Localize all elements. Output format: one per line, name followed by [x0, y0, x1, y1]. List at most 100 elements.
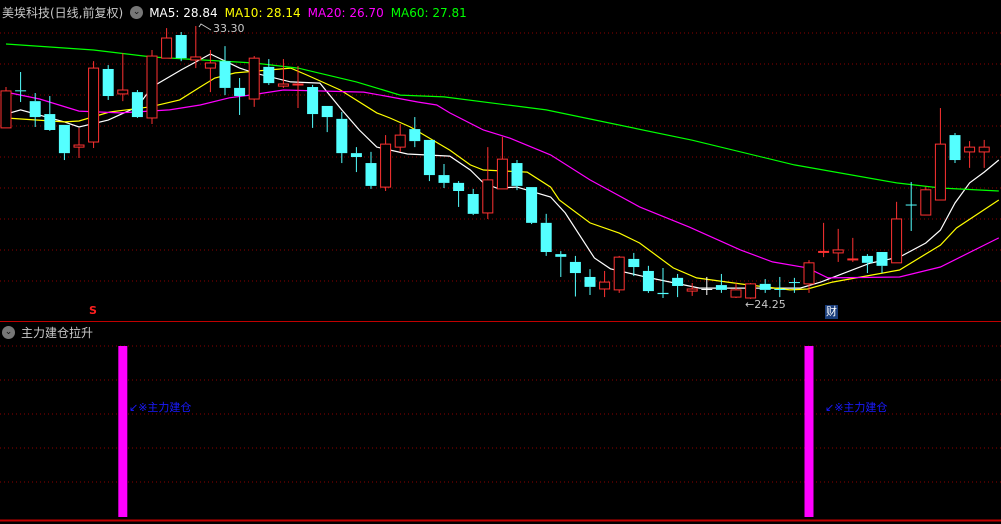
signal-label: ↙※主力建仓: [825, 401, 888, 414]
finance-badge[interactable]: 财: [825, 305, 838, 319]
candle-body: [730, 289, 742, 298]
candle-body: [540, 222, 552, 253]
candle: [131, 90, 143, 118]
candle-body: [672, 277, 684, 286]
candle: [263, 59, 275, 85]
candle-body: [336, 118, 348, 154]
candle: [336, 111, 348, 164]
candle-body: [788, 282, 800, 284]
candle-body: [380, 143, 392, 188]
candle: [555, 251, 567, 277]
candle-body: [978, 146, 990, 153]
candle: [0, 87, 12, 129]
candle: [920, 186, 932, 216]
candle: [146, 50, 158, 124]
candle: [599, 270, 611, 298]
candle-body: [584, 276, 596, 287]
candle-body: [0, 90, 12, 129]
candle-body: [292, 83, 304, 86]
candle: [190, 26, 202, 69]
high-pointer: [198, 23, 212, 31]
candle: [569, 255, 581, 297]
candle: [102, 65, 114, 100]
candle: [117, 53, 129, 102]
candle-body: [891, 218, 903, 264]
signal-bar: [804, 346, 814, 517]
low-price-label: ←24.25: [745, 298, 786, 311]
candle-body: [745, 283, 757, 299]
candle-body: [277, 83, 289, 87]
candle: [423, 139, 435, 182]
candle: [788, 277, 800, 293]
candle-body: [701, 288, 713, 290]
candle-body: [321, 105, 333, 118]
candle-body: [715, 285, 727, 290]
candle: [161, 28, 173, 59]
candle: [234, 77, 246, 115]
candle-body: [526, 187, 538, 223]
ma10-value: MA10: 28.14: [224, 5, 301, 20]
candle-body: [15, 90, 27, 92]
ma-line-ma20: [5, 89, 1000, 279]
candle-body: [263, 66, 275, 84]
candle: [44, 96, 56, 131]
candle-body: [394, 134, 406, 148]
chevron-down-icon[interactable]: ⌄: [2, 326, 15, 339]
candle-body: [599, 281, 611, 290]
candle: [511, 160, 523, 191]
candle: [321, 105, 333, 133]
candle: [949, 132, 961, 164]
candle-body: [146, 55, 158, 119]
candle: [847, 237, 859, 262]
candle-body: [686, 288, 698, 292]
candle: [686, 282, 698, 296]
indicator-header: ⌄ 主力建仓拉升: [2, 324, 93, 341]
candle-body: [175, 35, 187, 59]
candle: [642, 265, 654, 293]
candle-body: [350, 153, 362, 158]
candle: [803, 260, 815, 293]
chevron-down-icon[interactable]: ⌄: [130, 6, 144, 19]
candle-body: [657, 292, 669, 295]
candle: [584, 269, 596, 295]
candle: [715, 273, 727, 293]
candle-body: [613, 256, 625, 291]
candle: [409, 117, 421, 148]
candle: [277, 59, 289, 88]
candle: [73, 127, 85, 158]
candle-body: [307, 87, 319, 115]
candle: [540, 213, 552, 256]
candle-body: [496, 158, 508, 190]
candle: [832, 228, 844, 262]
candle-body: [555, 254, 567, 257]
candle-body: [102, 68, 114, 97]
candle: [891, 201, 903, 264]
candle: [204, 50, 216, 93]
candle: [88, 61, 100, 149]
candle-body: [58, 124, 70, 154]
high-price-label: 33.30: [213, 22, 245, 35]
candle: [934, 108, 946, 201]
candle-body: [234, 87, 246, 97]
candle: [613, 255, 625, 293]
candle-body: [44, 114, 56, 130]
ma5-value: MA5: 28.84: [149, 5, 218, 20]
candle-body: [467, 194, 479, 214]
candle-body: [774, 288, 786, 290]
signal-label: ↙※主力建仓: [129, 401, 192, 414]
stock-title: 美埃科技(日线,前复权): [2, 6, 124, 20]
candle: [701, 276, 713, 295]
candle-body: [204, 62, 216, 69]
candle-body: [29, 101, 41, 118]
candle-body: [920, 189, 932, 216]
candle-body: [117, 89, 129, 95]
candle-body: [759, 283, 771, 290]
candle: [15, 71, 27, 103]
candle-body: [818, 250, 830, 253]
candle: [818, 222, 830, 258]
candle: [774, 276, 786, 298]
candle: [672, 273, 684, 298]
candle-body: [832, 249, 844, 254]
candle-body: [628, 258, 640, 268]
